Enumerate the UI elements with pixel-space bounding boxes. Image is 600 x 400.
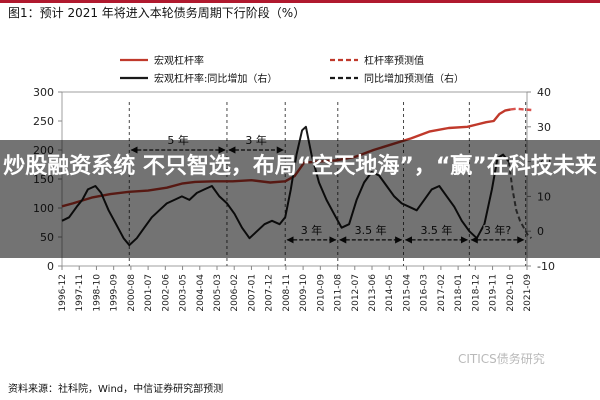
x-axis-tick-label: 2009-10 bbox=[299, 274, 309, 312]
x-axis-tick-label: 2007-12 bbox=[265, 274, 275, 312]
figure-title: 图1：预计 2021 年将进入本轮债务周期下行阶段（%） bbox=[8, 6, 306, 20]
x-axis-tick-label: 2011-08 bbox=[334, 274, 344, 312]
x-axis-tick-label: 1997-11 bbox=[75, 274, 85, 312]
x-axis-tick-label: 2005-03 bbox=[213, 274, 223, 312]
x-axis-tick-label: 2014-05 bbox=[385, 274, 395, 312]
watermark-text: CITICS债务研究 bbox=[458, 352, 545, 366]
left-axis-tick-label: 300 bbox=[33, 86, 54, 99]
x-axis-tick-label: 2003-05 bbox=[179, 274, 189, 312]
header-accent-bar bbox=[0, 0, 600, 3]
x-axis-tick-label: 2010-09 bbox=[316, 274, 326, 312]
x-axis-tick-label: 2012-07 bbox=[351, 274, 361, 312]
series-line bbox=[510, 107, 532, 112]
x-axis-tick-label: 2001-07 bbox=[144, 274, 154, 312]
source-note: 资料来源：社科院，Wind，中信证券研究部预测 bbox=[8, 384, 224, 395]
x-axis-tick-label: 2002-06 bbox=[161, 274, 171, 312]
x-axis-tick-label: 2000-08 bbox=[127, 274, 137, 312]
x-axis-tick-label: 2006-02 bbox=[230, 274, 240, 312]
x-axis-tick-label: 1996-12 bbox=[58, 274, 68, 312]
right-axis-tick-label: 40 bbox=[537, 86, 551, 99]
legend-label: 宏观杠杆率:同比增加（右） bbox=[154, 72, 277, 85]
x-axis-tick-label: 2019-11 bbox=[489, 274, 499, 312]
legend-label: 杠杆率预测值 bbox=[364, 54, 424, 67]
x-axis-tick-label: 2013-06 bbox=[368, 274, 378, 312]
legend-label: 同比增加预测值（右） bbox=[364, 72, 464, 85]
x-axis-tick-label: 2018-12 bbox=[471, 274, 481, 312]
x-axis-tick-label: 2017-02 bbox=[437, 274, 447, 312]
x-axis-tick-label: 1999-09 bbox=[110, 274, 120, 312]
left-axis-tick-label: 0 bbox=[47, 260, 54, 273]
headline-overlay bbox=[0, 140, 600, 258]
x-axis-tick-label: 2020-10 bbox=[506, 274, 516, 312]
left-axis-tick-label: 250 bbox=[33, 115, 54, 128]
headline-text[interactable]: 炒股融资系统 不只智选，布局“空天地海”，“赢”在科技未来 bbox=[3, 154, 597, 179]
x-axis-tick-label: 2008-11 bbox=[282, 274, 292, 312]
right-axis-tick-label: 30 bbox=[537, 121, 551, 134]
x-axis-tick-label: 2018-01 bbox=[454, 274, 464, 312]
x-axis-tick-label: 2007-01 bbox=[247, 274, 257, 312]
x-axis-tick-label: 1998-10 bbox=[92, 274, 102, 312]
x-axis-tick-label: 2015-04 bbox=[402, 274, 412, 312]
right-axis-tick-label: -10 bbox=[537, 260, 555, 273]
legend-label: 宏观杠杆率 bbox=[154, 54, 204, 67]
x-axis-tick-label: 2016-03 bbox=[420, 274, 430, 312]
x-axis-tick-label: 2004-04 bbox=[196, 274, 206, 312]
x-axis-tick-label: 2021-09 bbox=[523, 274, 533, 312]
